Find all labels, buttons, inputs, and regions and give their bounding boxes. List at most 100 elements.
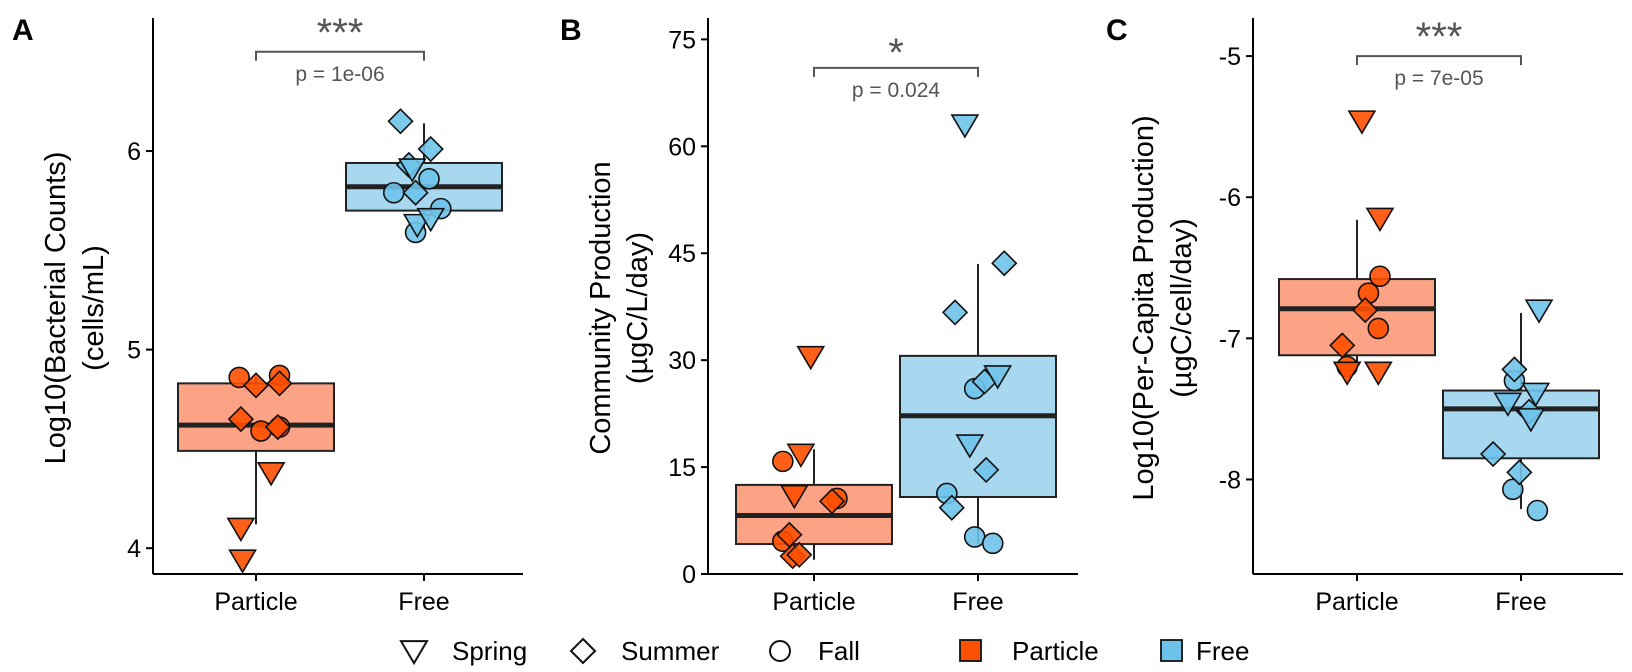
data-point-circle <box>1367 317 1390 340</box>
y-tick-label: 60 <box>668 133 696 161</box>
y-tick-label: 75 <box>668 26 696 54</box>
y-tick-label: -6 <box>1219 184 1241 212</box>
legend-label-spring: Spring <box>452 636 527 666</box>
points <box>226 108 452 574</box>
significance-bracket <box>1356 55 1522 66</box>
data-point-triangle <box>779 484 809 510</box>
data-point-triangle <box>1516 408 1546 433</box>
panel-letter: A <box>12 14 34 47</box>
data-point-diamond <box>417 135 444 163</box>
significance-bracket <box>813 66 979 77</box>
data-point-diamond <box>786 541 813 568</box>
p-value-label: p = 0.024 <box>852 79 940 102</box>
x-tick-label: Particle <box>1315 588 1398 616</box>
data-point-circle <box>382 181 405 204</box>
panel-c: C -8 -7 -6 -5 Particle Free Log10(Per-Capita Pr… <box>1106 14 1623 616</box>
x-tick-label: Particle <box>214 588 297 616</box>
data-point-circle <box>1369 265 1391 288</box>
y-tick-label: 6 <box>127 138 141 166</box>
data-point-triangle <box>983 365 1013 390</box>
data-point-triangle <box>950 114 980 139</box>
significance-annotation: * p = 0.024 <box>813 31 979 102</box>
x-tick-label: Free <box>952 588 1003 616</box>
y-tick-label: 15 <box>668 454 696 482</box>
points <box>1329 110 1554 522</box>
data-point-circle <box>1526 499 1549 522</box>
legend-diamond-icon <box>569 637 597 665</box>
panel-b: B 0 15 30 45 60 75 Particle Free Community Produc… <box>560 14 1078 616</box>
y-axis-label: Log10(Per-Capita Production) <box>1128 115 1160 500</box>
legend-circle-icon <box>769 640 791 662</box>
data-point-diamond <box>973 456 1000 484</box>
data-point-diamond <box>938 494 965 521</box>
data-point-circle <box>1357 282 1380 304</box>
significance-annotation: *** p = 1e-06 <box>255 11 425 86</box>
data-point-triangle <box>786 443 816 468</box>
data-point-triangle <box>256 462 286 487</box>
data-point-diamond <box>1501 356 1528 383</box>
data-point-circle <box>772 450 794 473</box>
data-point-diamond <box>818 488 846 515</box>
y-tick-label: -8 <box>1219 466 1241 494</box>
data-point-diamond <box>991 250 1018 277</box>
data-point-triangle <box>1521 382 1551 408</box>
data-point-triangle <box>955 434 985 459</box>
panel-letter: C <box>1106 14 1128 47</box>
y-tick-label: 30 <box>668 347 696 375</box>
boxplot-particle <box>177 377 335 525</box>
data-point-triangle <box>226 517 256 543</box>
significance-stars: *** <box>317 11 364 55</box>
data-point-triangle <box>1347 110 1377 135</box>
box <box>1442 389 1600 460</box>
significance-annotation: *** p = 7e-05 <box>1356 15 1522 90</box>
data-point-diamond <box>1329 332 1356 359</box>
points <box>772 114 1018 570</box>
data-point-diamond <box>402 179 429 206</box>
y-tick-label: -5 <box>1219 43 1241 71</box>
x-tick-label: Free <box>1495 588 1546 616</box>
data-point-circle <box>981 532 1004 555</box>
y-tick-label: 45 <box>668 240 696 268</box>
data-point-triangle <box>1524 299 1554 324</box>
data-point-diamond <box>387 108 414 135</box>
y-axis-label-units: (cells/mL) <box>78 245 110 371</box>
legend-label-free: Free <box>1196 636 1249 666</box>
data-point-circle <box>963 526 986 548</box>
data-point-circle <box>418 168 440 190</box>
data-point-triangle <box>1365 207 1395 233</box>
y-tick-label: 5 <box>127 337 141 365</box>
data-point-diamond <box>264 413 291 441</box>
data-point-triangle <box>1332 361 1362 386</box>
y-tick-label: 4 <box>127 535 141 563</box>
data-point-triangle <box>397 158 427 183</box>
data-point-diamond <box>1352 296 1379 324</box>
data-point-triangle <box>228 549 257 574</box>
y-axis-label-units: (µgC/L/day) <box>622 232 654 384</box>
x-tick-label: Free <box>398 588 449 616</box>
data-point-triangle <box>796 345 826 371</box>
box <box>1278 278 1436 357</box>
y-tick-label: -7 <box>1219 325 1241 353</box>
data-point-circle <box>228 366 250 389</box>
y-axis-label-units: (µgC/cell/day) <box>1166 218 1198 397</box>
legend-label-fall: Fall <box>818 636 860 666</box>
data-point-diamond <box>266 370 293 397</box>
boxplot-free <box>1442 312 1600 510</box>
data-point-circle <box>1502 478 1524 501</box>
legend-swatch-particle <box>959 639 982 662</box>
data-point-diamond <box>1479 440 1507 468</box>
boxplot-particle <box>1278 219 1436 367</box>
legend-label-summer: Summer <box>621 636 720 666</box>
data-point-triangle <box>1363 361 1393 386</box>
p-value-label: p = 1e-06 <box>295 63 384 86</box>
data-point-triangle <box>416 207 446 233</box>
significance-stars: * <box>888 31 904 75</box>
y-axis-label: Community Production <box>585 161 617 454</box>
data-point-diamond <box>941 299 969 326</box>
panel-a: A 4 5 6 Particle Free Log10(Bacterial Counts)(… <box>12 11 523 616</box>
significance-bracket <box>255 50 425 61</box>
significance-stars: *** <box>1416 15 1463 59</box>
data-point-diamond <box>242 372 270 399</box>
boxplot-particle <box>735 449 893 560</box>
